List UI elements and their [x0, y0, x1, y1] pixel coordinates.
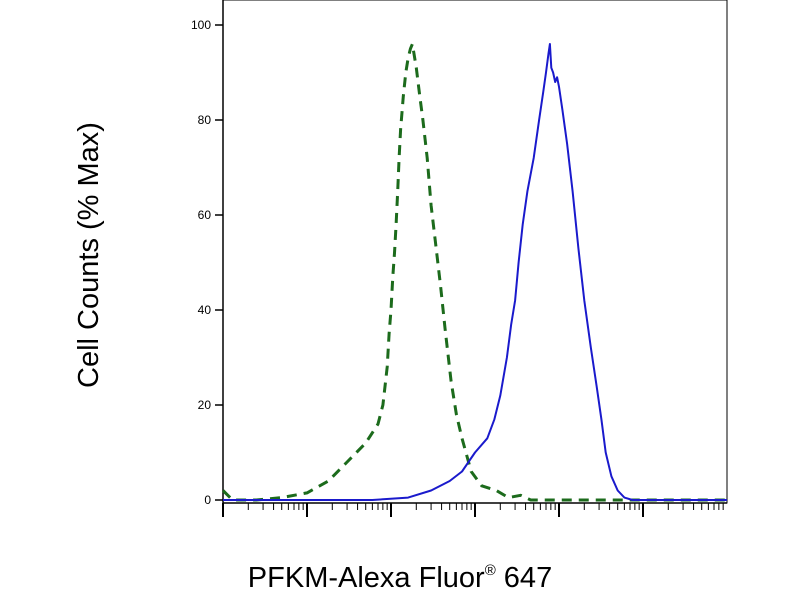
y-tick-label: 0 — [204, 493, 211, 507]
x-axis-title: PFKM-Alexa Fluor® 647 — [0, 562, 800, 595]
x-axis-ticks — [222, 503, 724, 517]
y-axis-ticks: 0 20 40 60 80 100 — [191, 18, 223, 507]
x-axis-title-main: PFKM-Alexa Fluor — [247, 562, 485, 594]
y-tick-label: 60 — [198, 208, 212, 222]
registered-mark: ® — [484, 562, 496, 579]
y-tick-label: 20 — [198, 398, 212, 412]
sample-histogram-line — [223, 43, 727, 501]
y-tick-label: 40 — [198, 303, 212, 317]
y-tick-label: 80 — [198, 113, 212, 127]
y-axis-title: Cell Counts (% Max) — [73, 122, 105, 388]
y-tick-label: 100 — [191, 18, 211, 32]
x-axis-title-suffix: 647 — [495, 562, 553, 594]
series-group — [221, 42, 727, 502]
control-histogram-line — [221, 42, 727, 502]
plot-frame — [222, 0, 728, 504]
